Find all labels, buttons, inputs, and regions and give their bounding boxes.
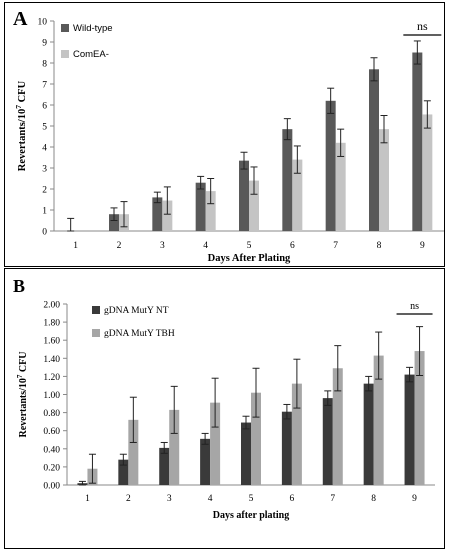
y-tick-label: 9 — [42, 39, 47, 49]
bar-series-2 — [169, 409, 180, 485]
y-tick-label: 1.60 — [43, 337, 60, 347]
y-tick-label: 8 — [42, 60, 47, 70]
panel-letter: A — [13, 8, 28, 30]
legend-label: gDNA MutY NT — [104, 306, 169, 316]
chart-b-svg: B 0.00 0.20 0.40 0.60 0.80 1.00 1.20 1.40 1.60 1.8… — [13, 276, 435, 521]
bar-series-1 — [152, 197, 163, 231]
x-tick-label: 8 — [371, 494, 376, 504]
bar-series-1 — [369, 69, 379, 231]
bar-series-2 — [210, 402, 221, 485]
bar-series-2 — [335, 142, 346, 231]
bar-series-2 — [332, 368, 343, 485]
x-tick-label: 5 — [249, 494, 254, 504]
x-axis-label: Days After Plating — [208, 253, 291, 264]
bar-series-1 — [239, 160, 249, 231]
bar-series-1 — [195, 182, 206, 231]
chart-a-svg: A 0 1 2 3 4 5 6 7 8 9 10 1 2 3 4 5 6 7 8 9 Days After Plating… — [13, 8, 444, 264]
bar-series-1 — [200, 438, 211, 485]
y-tick-label: 1.40 — [43, 355, 60, 365]
bar-series-2 — [251, 392, 261, 485]
bar-series-2 — [162, 200, 173, 231]
bar-series-1 — [404, 374, 415, 485]
x-tick-label: 2 — [117, 241, 122, 251]
x-tick-label: 9 — [412, 494, 417, 504]
x-tick-label: 7 — [330, 494, 335, 504]
y-tick-label: 4 — [42, 144, 47, 154]
bar-series-1 — [322, 398, 333, 485]
legend-swatch — [92, 306, 100, 314]
bar-series-1 — [325, 100, 336, 231]
x-tick-label: 2 — [126, 494, 131, 504]
bar-series-2 — [379, 129, 389, 231]
legend-label: Wild-type — [73, 23, 113, 34]
significance-label: ns — [410, 301, 419, 312]
x-tick-label: 3 — [160, 241, 165, 251]
y-tick-label: 1.80 — [43, 319, 60, 329]
chart-panel-a: A 0 1 2 3 4 5 6 7 8 9 10 1 2 3 4 5 6 7 8 9 Days After Plating… — [4, 2, 445, 267]
y-tick-label: 0 — [42, 228, 47, 238]
x-tick-label: 6 — [290, 241, 295, 251]
y-tick-label: 0.20 — [43, 463, 60, 473]
x-tick-label: 3 — [167, 494, 172, 504]
bar-series-2 — [414, 351, 425, 485]
bar-series-1 — [109, 214, 119, 231]
bar-series-1 — [281, 411, 292, 485]
bar-series-1 — [159, 447, 170, 485]
y-tick-label: 1 — [42, 207, 47, 217]
y-tick-label: 0.00 — [43, 482, 60, 492]
y-tick-label: 7 — [42, 81, 47, 91]
significance-label: ns — [417, 19, 428, 33]
x-tick-label: 5 — [247, 241, 252, 251]
panel-letter: B — [13, 276, 25, 296]
y-tick-label: 0.60 — [43, 427, 60, 437]
bar-series-1 — [412, 52, 423, 231]
x-tick-label: 9 — [420, 241, 425, 251]
y-tick-label: 0.80 — [43, 409, 60, 419]
y-tick-label: 2.00 — [43, 301, 60, 311]
bar-series-1 — [118, 459, 129, 485]
x-tick-label: 4 — [203, 241, 208, 251]
bar-series-2 — [291, 383, 302, 485]
y-axis-label: Revertants/107 CFU — [14, 80, 28, 171]
legend-swatch — [61, 50, 69, 58]
bar-series-2 — [205, 191, 216, 231]
legend-swatch — [92, 329, 100, 337]
y-tick-label: 3 — [42, 165, 47, 175]
chart-panel-b: B 0.00 0.20 0.40 0.60 0.80 1.00 1.20 1.40 1.60 1.8… — [4, 268, 445, 549]
x-tick-label: 6 — [290, 494, 295, 504]
y-tick-label: 10 — [38, 18, 48, 28]
y-tick-label: 0.40 — [43, 445, 60, 455]
y-tick-label: 5 — [42, 123, 47, 133]
x-tick-label: 8 — [377, 241, 382, 251]
bar-series-2 — [422, 114, 433, 231]
bar-series-1 — [241, 422, 251, 485]
bar-series-2 — [128, 419, 139, 485]
legend-label: gDNA MutY TBH — [104, 329, 175, 339]
x-tick-label: 1 — [85, 494, 90, 504]
y-tick-label: 1.20 — [43, 373, 60, 383]
y-axis-label: Revertants/107 CFU — [16, 352, 29, 438]
legend-label: ComEA- — [73, 49, 109, 60]
x-tick-label: 4 — [208, 494, 213, 504]
y-tick-label: 1.00 — [43, 391, 60, 401]
bar-series-2 — [292, 159, 303, 231]
y-tick-label: 2 — [42, 186, 47, 196]
x-axis-label: Days after plating — [213, 510, 289, 521]
x-tick-label: 7 — [333, 241, 338, 251]
bar-series-2 — [373, 355, 384, 485]
x-tick-label: 1 — [73, 241, 78, 251]
y-tick-label: 6 — [42, 102, 47, 112]
legend-swatch — [61, 24, 69, 32]
bar-series-1 — [363, 383, 374, 485]
bar-series-1 — [282, 129, 293, 231]
bar-series-2 — [249, 180, 259, 231]
